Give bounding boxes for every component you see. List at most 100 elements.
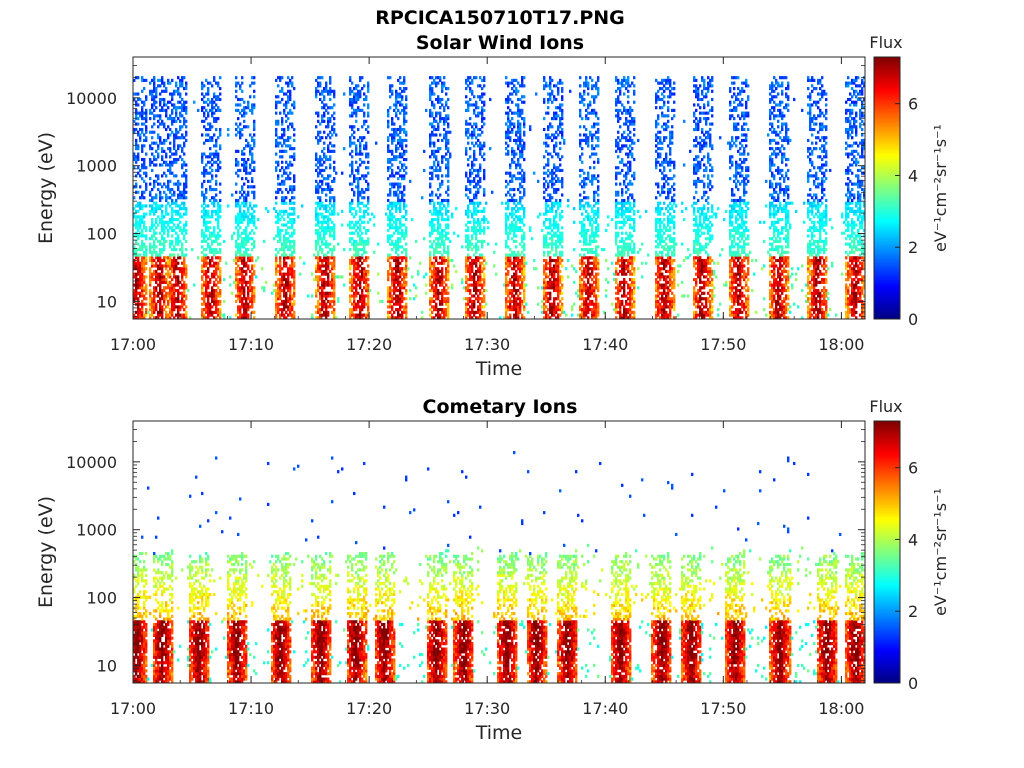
flux-cell	[249, 163, 252, 167]
flux-cell	[213, 160, 216, 164]
flux-cell	[169, 160, 172, 164]
flux-cell	[141, 261, 144, 265]
flux-cell	[505, 76, 508, 80]
flux-cell	[363, 196, 366, 200]
flux-cell	[185, 196, 188, 200]
flux-cell	[185, 119, 188, 123]
flux-cell	[229, 316, 232, 320]
flux-cell	[143, 256, 146, 260]
flux-cell	[367, 256, 370, 260]
flux-cell	[279, 100, 282, 104]
flux-cell	[247, 297, 250, 301]
flux-cell	[249, 218, 252, 222]
flux-cell	[327, 144, 330, 148]
flux-cell	[293, 196, 296, 200]
flux-cell	[183, 136, 186, 140]
flux-cell	[217, 209, 220, 213]
flux-cell	[179, 125, 182, 129]
flux-cell	[205, 188, 208, 192]
flux-cell	[239, 299, 242, 304]
flux-cell	[159, 231, 162, 235]
flux-cell	[395, 226, 398, 230]
flux-cell	[181, 267, 184, 271]
flux-cell	[217, 313, 220, 317]
flux-cell	[207, 127, 210, 132]
flux-cell	[285, 299, 288, 304]
flux-cell	[249, 152, 252, 156]
flux-cell	[179, 144, 182, 148]
flux-cell	[493, 250, 496, 254]
flux-cell	[317, 119, 320, 123]
flux-cell	[213, 280, 216, 284]
flux-cell	[209, 138, 212, 143]
flux-cell	[143, 212, 146, 216]
flux-cell	[437, 291, 440, 295]
flux-cell	[293, 239, 296, 243]
flux-cell	[389, 264, 392, 268]
flux-cell	[349, 278, 352, 282]
flux-cell	[355, 291, 358, 295]
flux-cell	[333, 209, 336, 213]
flux-cell	[441, 182, 444, 186]
flux-cell	[317, 130, 320, 134]
flux-cell	[323, 269, 326, 274]
flux-cell	[403, 177, 406, 181]
flux-cell	[471, 163, 474, 167]
flux-cell	[355, 305, 358, 309]
flux-cell	[185, 305, 188, 309]
flux-cell	[207, 256, 210, 260]
flux-cell	[431, 299, 434, 304]
flux-cell	[203, 84, 206, 88]
flux-cell	[357, 275, 360, 279]
flux-cell	[171, 278, 174, 282]
flux-cell	[137, 130, 140, 134]
flux-cell	[153, 100, 156, 104]
flux-cell	[333, 297, 336, 301]
flux-cell	[145, 245, 148, 249]
flux-cell	[287, 286, 290, 290]
flux-cell	[505, 207, 508, 211]
flux-cell	[365, 166, 368, 170]
flux-cell	[279, 209, 282, 213]
flux-cell	[219, 294, 222, 298]
flux-cell	[447, 305, 450, 309]
flux-cell	[445, 133, 448, 137]
flux-cell	[431, 212, 434, 216]
flux-cell	[209, 302, 212, 306]
flux-cell	[141, 275, 144, 279]
flux-cell	[443, 117, 446, 121]
flux-cell	[215, 234, 218, 238]
flux-cell	[141, 239, 144, 243]
flux-cell	[165, 204, 168, 208]
flux-cell	[213, 95, 216, 99]
flux-cell	[211, 234, 214, 238]
flux-cell	[389, 261, 392, 265]
flux-cell	[165, 291, 168, 295]
flux-cell	[477, 84, 480, 88]
flux-cell	[477, 218, 480, 222]
flux-cell	[487, 220, 490, 224]
flux-cell	[211, 275, 214, 279]
flux-cell	[479, 133, 482, 137]
flux-cell	[175, 119, 178, 123]
flux-cell	[363, 302, 366, 306]
flux-cell	[351, 97, 354, 102]
flux-cell	[179, 136, 182, 140]
flux-cell	[183, 291, 186, 295]
flux-cell	[293, 231, 296, 235]
flux-cell	[439, 313, 442, 317]
flux-cell	[329, 89, 332, 93]
flux-cell	[141, 78, 144, 82]
flux-cell	[473, 280, 476, 284]
flux-cell	[399, 218, 402, 222]
flux-cell	[365, 294, 368, 298]
flux-cell	[211, 215, 214, 219]
flux-cell	[433, 261, 436, 265]
flux-cell	[349, 103, 352, 107]
flux-cell	[401, 108, 404, 112]
flux-cell	[139, 207, 142, 211]
flux-cell	[405, 256, 408, 260]
flux-cell	[219, 267, 222, 271]
flux-cell	[317, 157, 320, 162]
flux-cell	[279, 136, 282, 140]
